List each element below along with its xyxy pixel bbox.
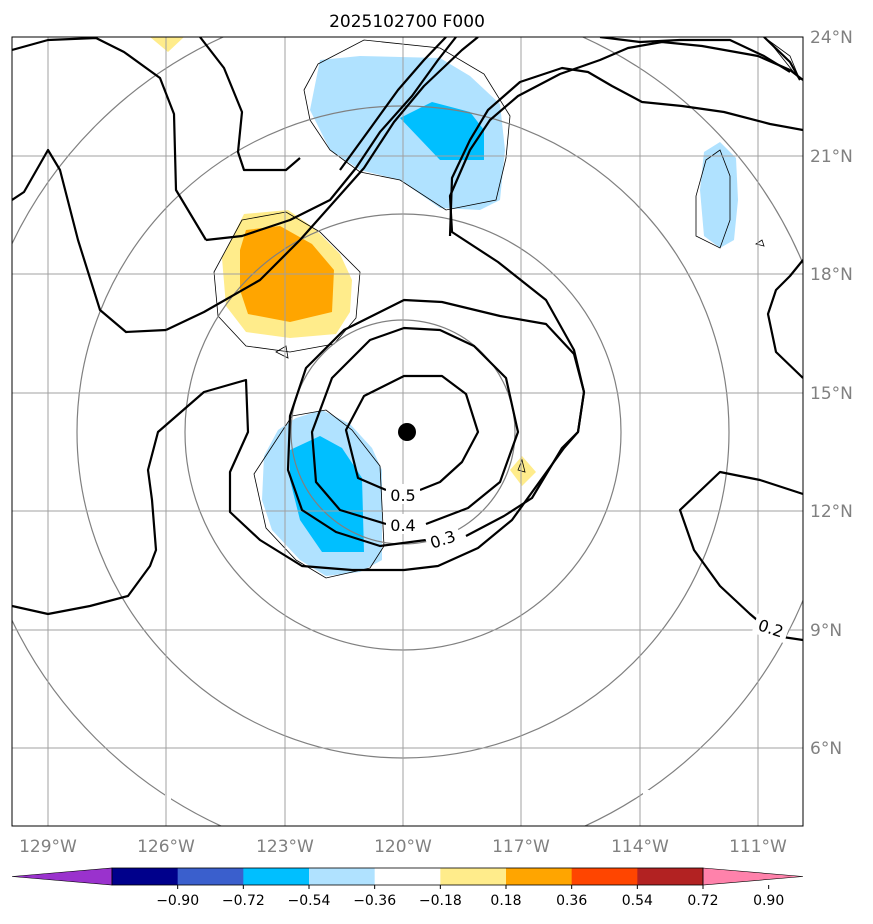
lat-label: 12°N xyxy=(810,502,853,522)
shaded-field xyxy=(150,37,738,576)
lat-axis: 24°N 21°N 18°N 15°N 12°N 9°N 6°N xyxy=(810,28,853,759)
colorbar-tick-label: −0.18 xyxy=(419,893,462,909)
lat-label: 18°N xyxy=(810,265,853,285)
colorbar-segment xyxy=(374,868,441,885)
colorbar-tick-label: −0.72 xyxy=(222,893,265,909)
colorbar-tick-label: 0.54 xyxy=(622,893,653,909)
lat-label: 15°N xyxy=(810,384,853,404)
contour-label-04: 0.4 xyxy=(390,516,415,535)
map-frame xyxy=(11,36,804,827)
colorbar-tick-label: 0.18 xyxy=(490,893,521,909)
storm-center-marker xyxy=(398,423,416,441)
colorbar-segment xyxy=(112,868,179,885)
colorbar-segment xyxy=(506,868,573,885)
colorbar-segment xyxy=(440,868,507,885)
colorbar-tick-label: −0.90 xyxy=(156,893,199,909)
graticule xyxy=(12,37,803,826)
colorbar-segment xyxy=(571,868,638,885)
colorbar: −0.90 −0.72 −0.54 −0.36 −0.18 0.18 0.36 0.54 0.7… xyxy=(11,867,804,909)
lon-label: 129°W xyxy=(19,837,77,857)
lat-label: 9°N xyxy=(810,621,842,641)
map-title: 2025102700 F000 xyxy=(329,12,485,32)
lon-axis: 129°W 126°W 123°W 120°W 117°W 114°W 111°… xyxy=(19,837,787,857)
colorbar-tick-label: 0.90 xyxy=(753,893,784,909)
colorbar-segment xyxy=(243,868,310,885)
lon-label: 114°W xyxy=(611,837,669,857)
colorbar-extend-high xyxy=(702,867,804,886)
lon-label: 126°W xyxy=(137,837,195,857)
lon-label: 111°W xyxy=(729,837,787,857)
colorbar-tick-label: 0.36 xyxy=(556,893,587,909)
colorbar-segment xyxy=(177,868,244,885)
contour-label-05: 0.5 xyxy=(390,486,415,505)
colorbar-tick-label: 0.72 xyxy=(687,893,718,909)
map-plot-area: 0.5 0.4 0.3 0.2 xyxy=(12,37,803,826)
ring-cutouts xyxy=(165,790,649,826)
thick-contours xyxy=(12,37,803,642)
lat-label: 21°N xyxy=(810,147,853,167)
colorbar-segment xyxy=(309,868,376,885)
lon-label: 120°W xyxy=(374,837,432,857)
colorbar-extend-low xyxy=(11,867,113,886)
contour-labels: 0.5 0.4 0.3 0.2 xyxy=(386,484,791,644)
lon-label: 123°W xyxy=(256,837,314,857)
colorbar-segment xyxy=(637,868,704,885)
colorbar-tick-label: −0.36 xyxy=(353,893,396,909)
lon-label: 117°W xyxy=(492,837,550,857)
colorbar-tick-label: −0.54 xyxy=(288,893,331,909)
lat-label: 6°N xyxy=(810,739,842,759)
colorbar-frame xyxy=(111,867,704,886)
lat-label: 24°N xyxy=(810,28,853,48)
